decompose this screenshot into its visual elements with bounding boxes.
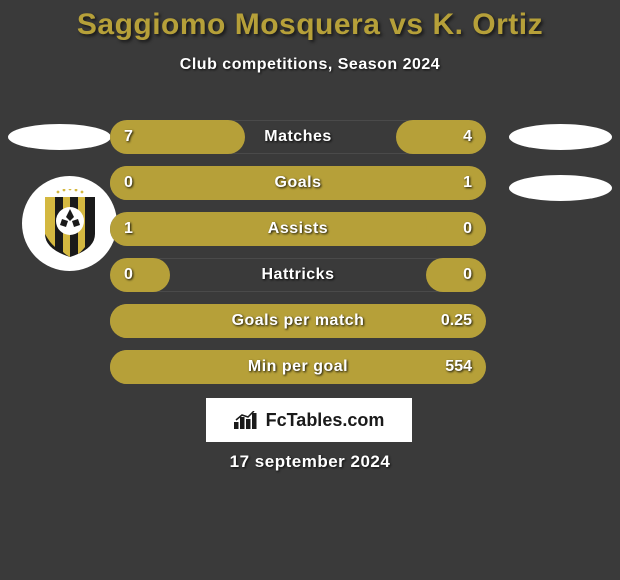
stat-value-right: 4 [463, 120, 472, 154]
stat-label: Assists [110, 212, 486, 246]
stat-row: Goals per match0.25 [110, 304, 486, 338]
stat-value-right: 554 [445, 350, 472, 384]
stat-value-left: 1 [124, 212, 133, 246]
stat-value-left: 0 [124, 166, 133, 200]
player-photo-placeholder-left [8, 124, 111, 150]
date-label: 17 september 2024 [0, 452, 620, 472]
club-logo-placeholder-right [509, 175, 612, 201]
stat-row: Assists1 0 [110, 212, 486, 246]
stat-value-right: 0.25 [441, 304, 472, 338]
stats-list: Matches74Goals01Assists10Hattricks00Goal… [110, 120, 486, 396]
club-logo-left [22, 176, 117, 271]
shield-icon [40, 189, 100, 259]
club-logo-circle [22, 176, 117, 271]
stat-value-right: 0 [463, 212, 472, 246]
stat-row: Matches7 4 [110, 120, 486, 154]
stat-row: Goals0 1 [110, 166, 486, 200]
page-title: Saggiomo Mosquera vs K. Ortiz [0, 0, 620, 42]
stat-row: Min per goal554 [110, 350, 486, 384]
stat-value-right: 1 [463, 166, 472, 200]
fctables-brand: FcTables.com [206, 398, 412, 442]
stat-label: Min per goal [110, 350, 486, 384]
stat-value-left: 7 [124, 120, 133, 154]
stat-row: Hattricks0 0 [110, 258, 486, 292]
stat-label: Goals per match [110, 304, 486, 338]
bar-chart-icon [234, 411, 260, 429]
stat-value-left: 0 [124, 258, 133, 292]
stat-value-right: 0 [463, 258, 472, 292]
subtitle: Club competitions, Season 2024 [0, 56, 620, 74]
fctables-label: FcTables.com [266, 410, 385, 431]
stat-label: Goals [110, 166, 486, 200]
stat-label: Matches [110, 120, 486, 154]
player-photo-placeholder-right [509, 124, 612, 150]
stat-label: Hattricks [110, 258, 486, 292]
comparison-card: Saggiomo Mosquera vs K. Ortiz Club compe… [0, 0, 620, 580]
